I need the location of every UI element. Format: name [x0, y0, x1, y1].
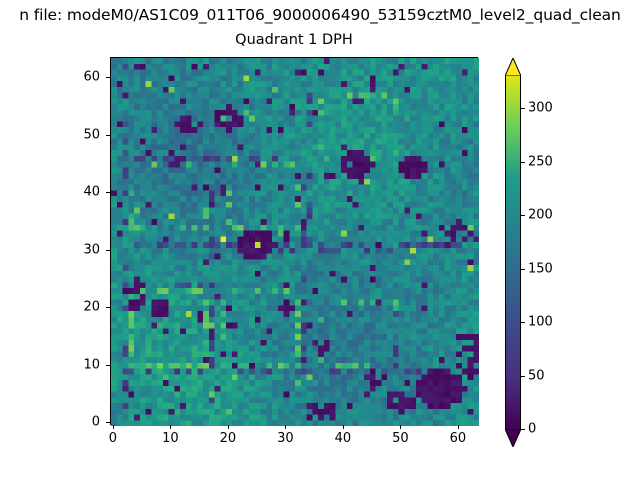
xtick-label: 40 — [334, 431, 352, 446]
colorbar-tick-label: 200 — [528, 207, 553, 223]
ytick-label: 20 — [83, 299, 100, 315]
xtick-mark — [457, 425, 459, 429]
xtick-mark — [227, 425, 229, 429]
colorbar-extend-bottom-arrow-icon — [505, 429, 521, 447]
figure-suptitle: n file: modeM0/AS1C09_011T06_9000006490_… — [0, 4, 640, 28]
ytick-mark — [106, 307, 110, 309]
ytick-mark — [106, 249, 110, 251]
colorbar[interactable]: 0 50 100 150 200 250 300 — [505, 57, 635, 447]
xtick-label: 10 — [162, 431, 179, 446]
xtick-mark — [400, 425, 402, 429]
xtick-mark — [170, 425, 172, 429]
colorbar-tick-label: 50 — [528, 368, 545, 383]
ytick-label: 40 — [83, 184, 100, 200]
ytick-label: 10 — [83, 357, 100, 373]
colorbar-tick-label: 250 — [528, 154, 553, 170]
heatmap-image — [111, 58, 479, 426]
heatmap-axes[interactable] — [110, 57, 479, 426]
colorbar-tick-label: 150 — [528, 261, 553, 277]
xtick-label: 20 — [219, 431, 237, 446]
ytick-label: 0 — [91, 414, 100, 430]
ytick-mark — [106, 364, 110, 366]
xtick-mark — [342, 425, 344, 429]
ytick-label: 50 — [83, 127, 100, 143]
colorbar-tick-mark — [521, 268, 525, 270]
colorbar-tick-label: 100 — [528, 314, 553, 330]
ytick-label: 30 — [83, 242, 100, 258]
ytick-mark — [106, 77, 110, 79]
colorbar-tick-mark — [521, 375, 525, 377]
ytick-mark — [106, 134, 110, 136]
colorbar-tick-label: 300 — [528, 100, 553, 116]
xtick-mark — [285, 425, 287, 429]
xtick-mark — [112, 425, 114, 429]
xtick-label: 60 — [449, 431, 467, 446]
colorbar-gradient — [505, 76, 521, 429]
colorbar-tick-label: 0 — [528, 421, 537, 437]
xtick-label: 50 — [392, 431, 409, 446]
xtick-label: 30 — [277, 431, 294, 446]
ytick-label: 60 — [83, 69, 100, 85]
colorbar-tick-mark — [521, 215, 525, 217]
ytick-mark — [106, 422, 110, 424]
xtick-label: 0 — [108, 431, 118, 446]
axes-title: Quadrant 1 DPH — [235, 32, 353, 48]
colorbar-tick-mark — [521, 429, 525, 430]
ytick-mark — [106, 192, 110, 194]
figure-suptitle-text: n file: modeM0/AS1C09_011T06_9000006490_… — [19, 6, 621, 24]
colorbar-tick-mark — [521, 322, 525, 324]
colorbar-tick-mark — [521, 108, 525, 110]
colorbar-extend-top-arrow-icon — [505, 58, 521, 76]
colorbar-tick-mark — [521, 161, 525, 163]
